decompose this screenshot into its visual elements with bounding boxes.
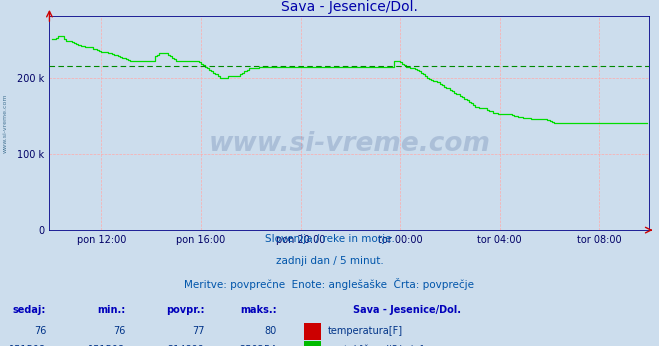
Text: min.:: min.: xyxy=(97,306,125,316)
Text: temperatura[F]: temperatura[F] xyxy=(328,326,403,336)
Text: www.si-vreme.com: www.si-vreme.com xyxy=(3,93,8,153)
Text: Sava - Jesenice/Dol.: Sava - Jesenice/Dol. xyxy=(353,306,461,316)
Text: Meritve: povprečne  Enote: anglešaške  Črta: povprečje: Meritve: povprečne Enote: anglešaške Črt… xyxy=(185,277,474,290)
Title: Sava - Jesenice/Dol.: Sava - Jesenice/Dol. xyxy=(281,0,418,15)
Text: maks.:: maks.: xyxy=(240,306,277,316)
Text: pretok[čevelj3/min]: pretok[čevelj3/min] xyxy=(328,345,424,346)
Text: 76: 76 xyxy=(34,326,46,336)
Bar xyxy=(304,323,321,340)
Text: Slovenija / reke in morje.: Slovenija / reke in morje. xyxy=(264,234,395,244)
Text: 76: 76 xyxy=(113,326,125,336)
Text: www.si-vreme.com: www.si-vreme.com xyxy=(208,131,490,157)
Text: 151508: 151508 xyxy=(9,345,46,346)
Bar xyxy=(304,342,321,346)
Text: povpr.:: povpr.: xyxy=(166,306,204,316)
Text: 214899: 214899 xyxy=(167,345,204,346)
Text: 151508: 151508 xyxy=(88,345,125,346)
Text: zadnji dan / 5 minut.: zadnji dan / 5 minut. xyxy=(275,256,384,266)
Text: 250254: 250254 xyxy=(239,345,277,346)
Text: 80: 80 xyxy=(264,326,277,336)
Text: 77: 77 xyxy=(192,326,204,336)
Text: sedaj:: sedaj: xyxy=(13,306,46,316)
